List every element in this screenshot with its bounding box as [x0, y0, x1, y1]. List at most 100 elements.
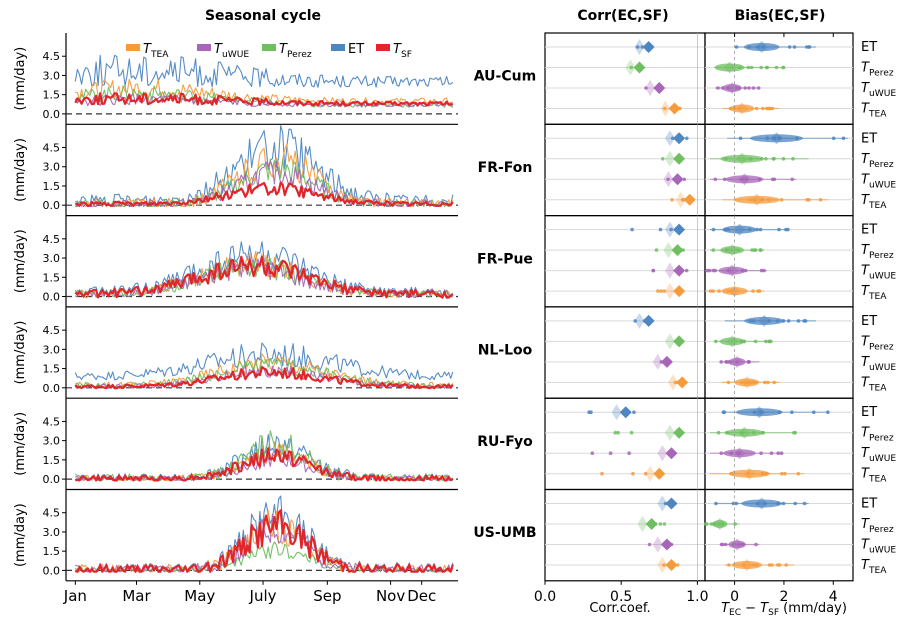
panel-frame	[704, 488, 854, 582]
row-label-perez: TPerez	[861, 61, 894, 79]
x-tick-label: Sep	[313, 587, 341, 605]
value-diamond-perez	[738, 426, 751, 439]
y-tick-label: 3.0	[43, 526, 61, 539]
legend-label-perez: TPerez	[279, 42, 312, 60]
site-label-au-cum: AU-Cum	[474, 69, 536, 85]
legend-swatch-perez	[262, 44, 276, 51]
value-diamond-uwue	[653, 82, 666, 94]
value-diamond-et	[770, 132, 783, 145]
y-tick-label: 4.5	[43, 233, 61, 246]
value-diamond-uwue	[673, 264, 686, 277]
row-label-et: ET	[861, 40, 877, 55]
row-label-uwue: TuWUE	[861, 538, 896, 556]
value-diamond-uwue	[660, 355, 673, 368]
row-label-et: ET	[861, 405, 877, 420]
value-diamond-uwue	[660, 538, 673, 551]
value-diamond-uwue	[738, 173, 751, 186]
x-tick-label: Mar	[122, 587, 151, 605]
spread-point-tea	[673, 380, 678, 385]
y-tick-label: 1.5	[43, 180, 61, 193]
value-diamond-et	[673, 223, 686, 236]
series-line-et	[74, 241, 454, 299]
series-line-tea	[75, 353, 454, 389]
value-diamond-perez	[673, 335, 686, 348]
y-axis-label: (mm/day)	[13, 412, 28, 476]
y-tick-label: 3.0	[43, 69, 61, 82]
seasonal-mean-diamond-tea	[657, 557, 668, 573]
y-tick-label: 0.0	[43, 382, 61, 395]
value-diamond-et	[673, 132, 686, 145]
row-label-tea: TTEA	[861, 375, 887, 393]
seasonal-mean-diamond-perez	[664, 424, 675, 441]
legend-label-sf: TSF	[393, 42, 412, 60]
spread-point-uwue	[651, 268, 656, 273]
seasonal-mean-diamond-tea	[675, 191, 686, 208]
spread-point-perez	[613, 430, 617, 435]
bias-panels: 0 2 4	[704, 32, 854, 605]
spread-point-perez	[661, 157, 665, 161]
correlation-panels: 0.0 0.5 1.0	[534, 32, 709, 605]
bias-panel-fr-fon	[704, 123, 854, 217]
row-label-uwue: TuWUE	[861, 446, 896, 464]
y-tick-label: 4.5	[43, 142, 61, 155]
row-label-perez: TPerez	[861, 334, 894, 352]
spread-point-et	[670, 136, 675, 141]
seasonal-panel-fr-fon: 0.0 1.5 3.0 4.5 (mm/day)	[13, 124, 458, 217]
seasonal-mean-diamond-tea	[668, 374, 678, 391]
seasonal-mean-diamond-perez	[664, 150, 675, 167]
corr-panel-title: Corr(EC,SF)	[577, 8, 668, 24]
row-label-tea: TTEA	[861, 467, 887, 485]
y-tick-label: 0.0	[43, 564, 61, 577]
row-label-perez: TPerez	[861, 517, 894, 535]
spread-point-uwue	[684, 268, 689, 273]
value-diamond-tea	[676, 376, 689, 389]
y-tick-label: 1.5	[43, 363, 61, 376]
row-label-uwue: TuWUE	[861, 172, 896, 190]
value-diamond-tea	[750, 193, 763, 206]
legend-label-et: ET	[348, 42, 364, 57]
y-tick-label: 4.5	[43, 324, 61, 337]
value-diamond-uwue	[671, 173, 684, 186]
value-diamond-perez	[726, 335, 739, 348]
value-diamond-tea	[653, 467, 666, 480]
seasonal-mean-diamond-perez	[637, 516, 648, 532]
series-line-et	[74, 54, 454, 88]
corr-panel-fr-fon	[544, 123, 706, 217]
site-label-us-umb: US-UMB	[473, 525, 536, 541]
spread-point-uwue	[682, 177, 687, 182]
corr-panel-fr-pue	[544, 215, 706, 308]
value-diamond-uwue	[731, 538, 744, 551]
value-diamond-uwue	[665, 447, 678, 460]
value-diamond-uwue	[726, 82, 739, 94]
y-tick-label: 1.5	[43, 271, 61, 284]
legend-swatch-tea	[126, 44, 140, 51]
seasonal-mean-diamond-uwue	[664, 262, 675, 279]
seasonal-mean-diamond-tea	[660, 100, 671, 117]
y-tick-label: 3.0	[43, 343, 61, 356]
corr-panel-au-cum	[544, 32, 706, 125]
value-diamond-tea	[668, 102, 681, 115]
spread-point-et	[630, 227, 634, 232]
spread-point-uwue	[627, 451, 631, 456]
x-tick-label: 0	[730, 589, 739, 605]
row-label-et: ET	[861, 223, 877, 238]
value-diamond-perez	[645, 518, 658, 530]
x-tick-label: Nov	[376, 587, 405, 605]
value-diamond-et	[753, 406, 766, 419]
seasonal-mean-diamond-uwue	[663, 171, 674, 188]
spread-point-tea	[670, 198, 674, 202]
value-diamond-perez	[633, 61, 646, 74]
value-diamond-tea	[665, 559, 678, 571]
left-panel-title: Seasonal cycle	[205, 8, 321, 24]
x-tick-label: 2	[779, 589, 788, 605]
spread-point-uwue	[666, 177, 670, 182]
spread-point-tea	[662, 289, 667, 293]
value-diamond-tea	[740, 559, 753, 571]
legend-label-tea: TTEA	[143, 42, 169, 60]
spread-point-tea	[631, 471, 635, 476]
row-label-tea: TTEA	[861, 102, 887, 120]
value-diamond-et	[619, 406, 632, 419]
value-diamond-et	[755, 41, 768, 53]
value-diamond-tea	[743, 467, 756, 480]
seasonal-mean-diamond-perez	[663, 242, 674, 259]
